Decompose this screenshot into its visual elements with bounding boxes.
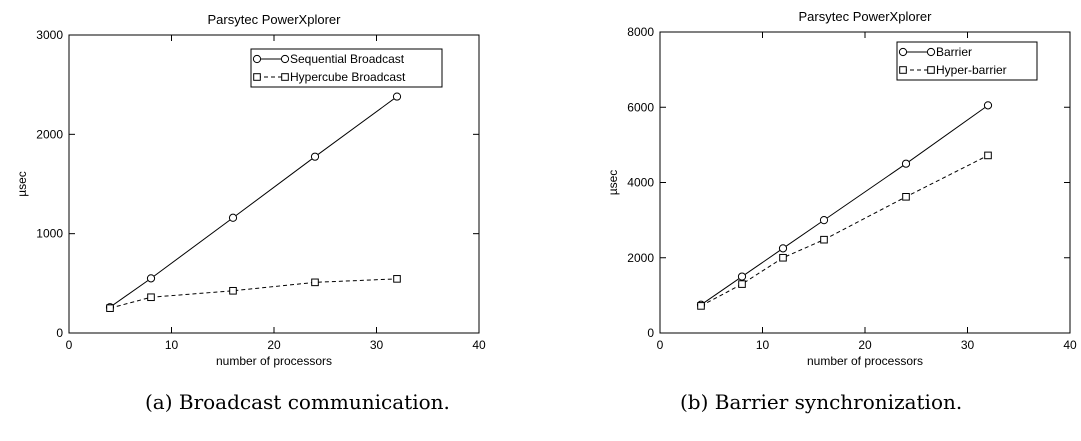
y-tick-label: 2000 <box>627 251 654 265</box>
y-axis-label: µsec <box>15 171 29 197</box>
legend-marker <box>281 73 289 81</box>
x-axis-label: number of processors <box>807 354 923 368</box>
data-point <box>697 302 705 310</box>
legend-box <box>896 41 1038 81</box>
data-point <box>393 275 401 283</box>
chart-title: Parsytec PowerXplorer <box>799 9 933 24</box>
series-line-1 <box>109 278 398 309</box>
x-tick-label: 40 <box>472 338 486 352</box>
x-tick-label: 30 <box>370 338 384 352</box>
data-point <box>147 293 155 302</box>
series-line-0 <box>700 104 989 306</box>
y-tick-label: 2000 <box>36 127 63 141</box>
data-point <box>901 159 911 168</box>
caption-b: (b) Barrier synchronization. <box>680 390 963 414</box>
chart-1: Parsytec PowerXplorer 0 10 20 30 40 0 2000 4000 6… <box>606 9 1077 368</box>
legend-label: Hyper-barrier <box>936 63 1007 77</box>
x-axis-label: number of processors <box>216 354 332 368</box>
legend-marker <box>927 66 935 74</box>
data-point <box>778 244 788 253</box>
chart-0: Parsytec PowerXplorer 0 10 20 30 40 0 1000 2000 3… <box>15 12 486 368</box>
data-point <box>228 213 238 222</box>
y-tick-label: 3000 <box>36 28 63 42</box>
series-line-1 <box>700 154 989 307</box>
data-point <box>819 216 829 225</box>
y-tick-label: 6000 <box>627 100 654 114</box>
x-tick-label: 0 <box>657 338 664 352</box>
data-point <box>392 92 402 101</box>
legend-marker <box>899 66 907 74</box>
y-tick-label: 0 <box>647 326 654 340</box>
x-tick-label: 40 <box>1063 338 1077 352</box>
data-point <box>106 304 114 312</box>
data-point <box>310 152 320 161</box>
legend-marker <box>253 73 261 81</box>
y-axis-label: µsec <box>606 170 620 196</box>
data-point <box>229 286 237 295</box>
data-point <box>737 272 747 281</box>
legend-label: Sequential Broadcast <box>290 52 405 66</box>
legend-marker <box>280 54 290 64</box>
y-tick-label: 1000 <box>36 227 63 241</box>
legend-label: Barrier <box>936 45 972 59</box>
x-tick-label: 20 <box>858 338 872 352</box>
data-point <box>902 192 910 201</box>
y-tick-label: 8000 <box>627 25 654 39</box>
data-point <box>820 235 828 244</box>
data-point <box>738 280 746 288</box>
x-tick-label: 20 <box>267 338 281 352</box>
x-tick-label: 30 <box>961 338 975 352</box>
legend-marker <box>252 54 262 64</box>
data-point <box>984 151 992 160</box>
data-point <box>779 253 787 262</box>
legend-marker <box>926 47 936 57</box>
x-tick-label: 0 <box>66 338 73 352</box>
chart-title: Parsytec PowerXplorer <box>208 12 342 27</box>
legend-marker <box>898 47 908 57</box>
data-point <box>983 101 993 110</box>
legend-label: Hypercube Broadcast <box>290 70 406 84</box>
data-point <box>146 274 156 283</box>
x-tick-label: 10 <box>756 338 770 352</box>
x-tick-label: 10 <box>165 338 179 352</box>
y-tick-label: 0 <box>56 326 63 340</box>
data-point <box>311 278 319 287</box>
y-tick-label: 4000 <box>627 176 654 190</box>
caption-a: (a) Broadcast communication. <box>145 390 450 414</box>
